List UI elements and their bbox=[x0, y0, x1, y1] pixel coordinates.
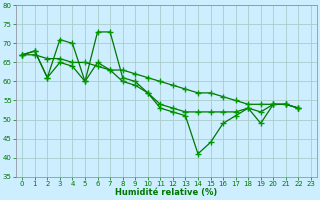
X-axis label: Humidité relative (%): Humidité relative (%) bbox=[116, 188, 218, 197]
